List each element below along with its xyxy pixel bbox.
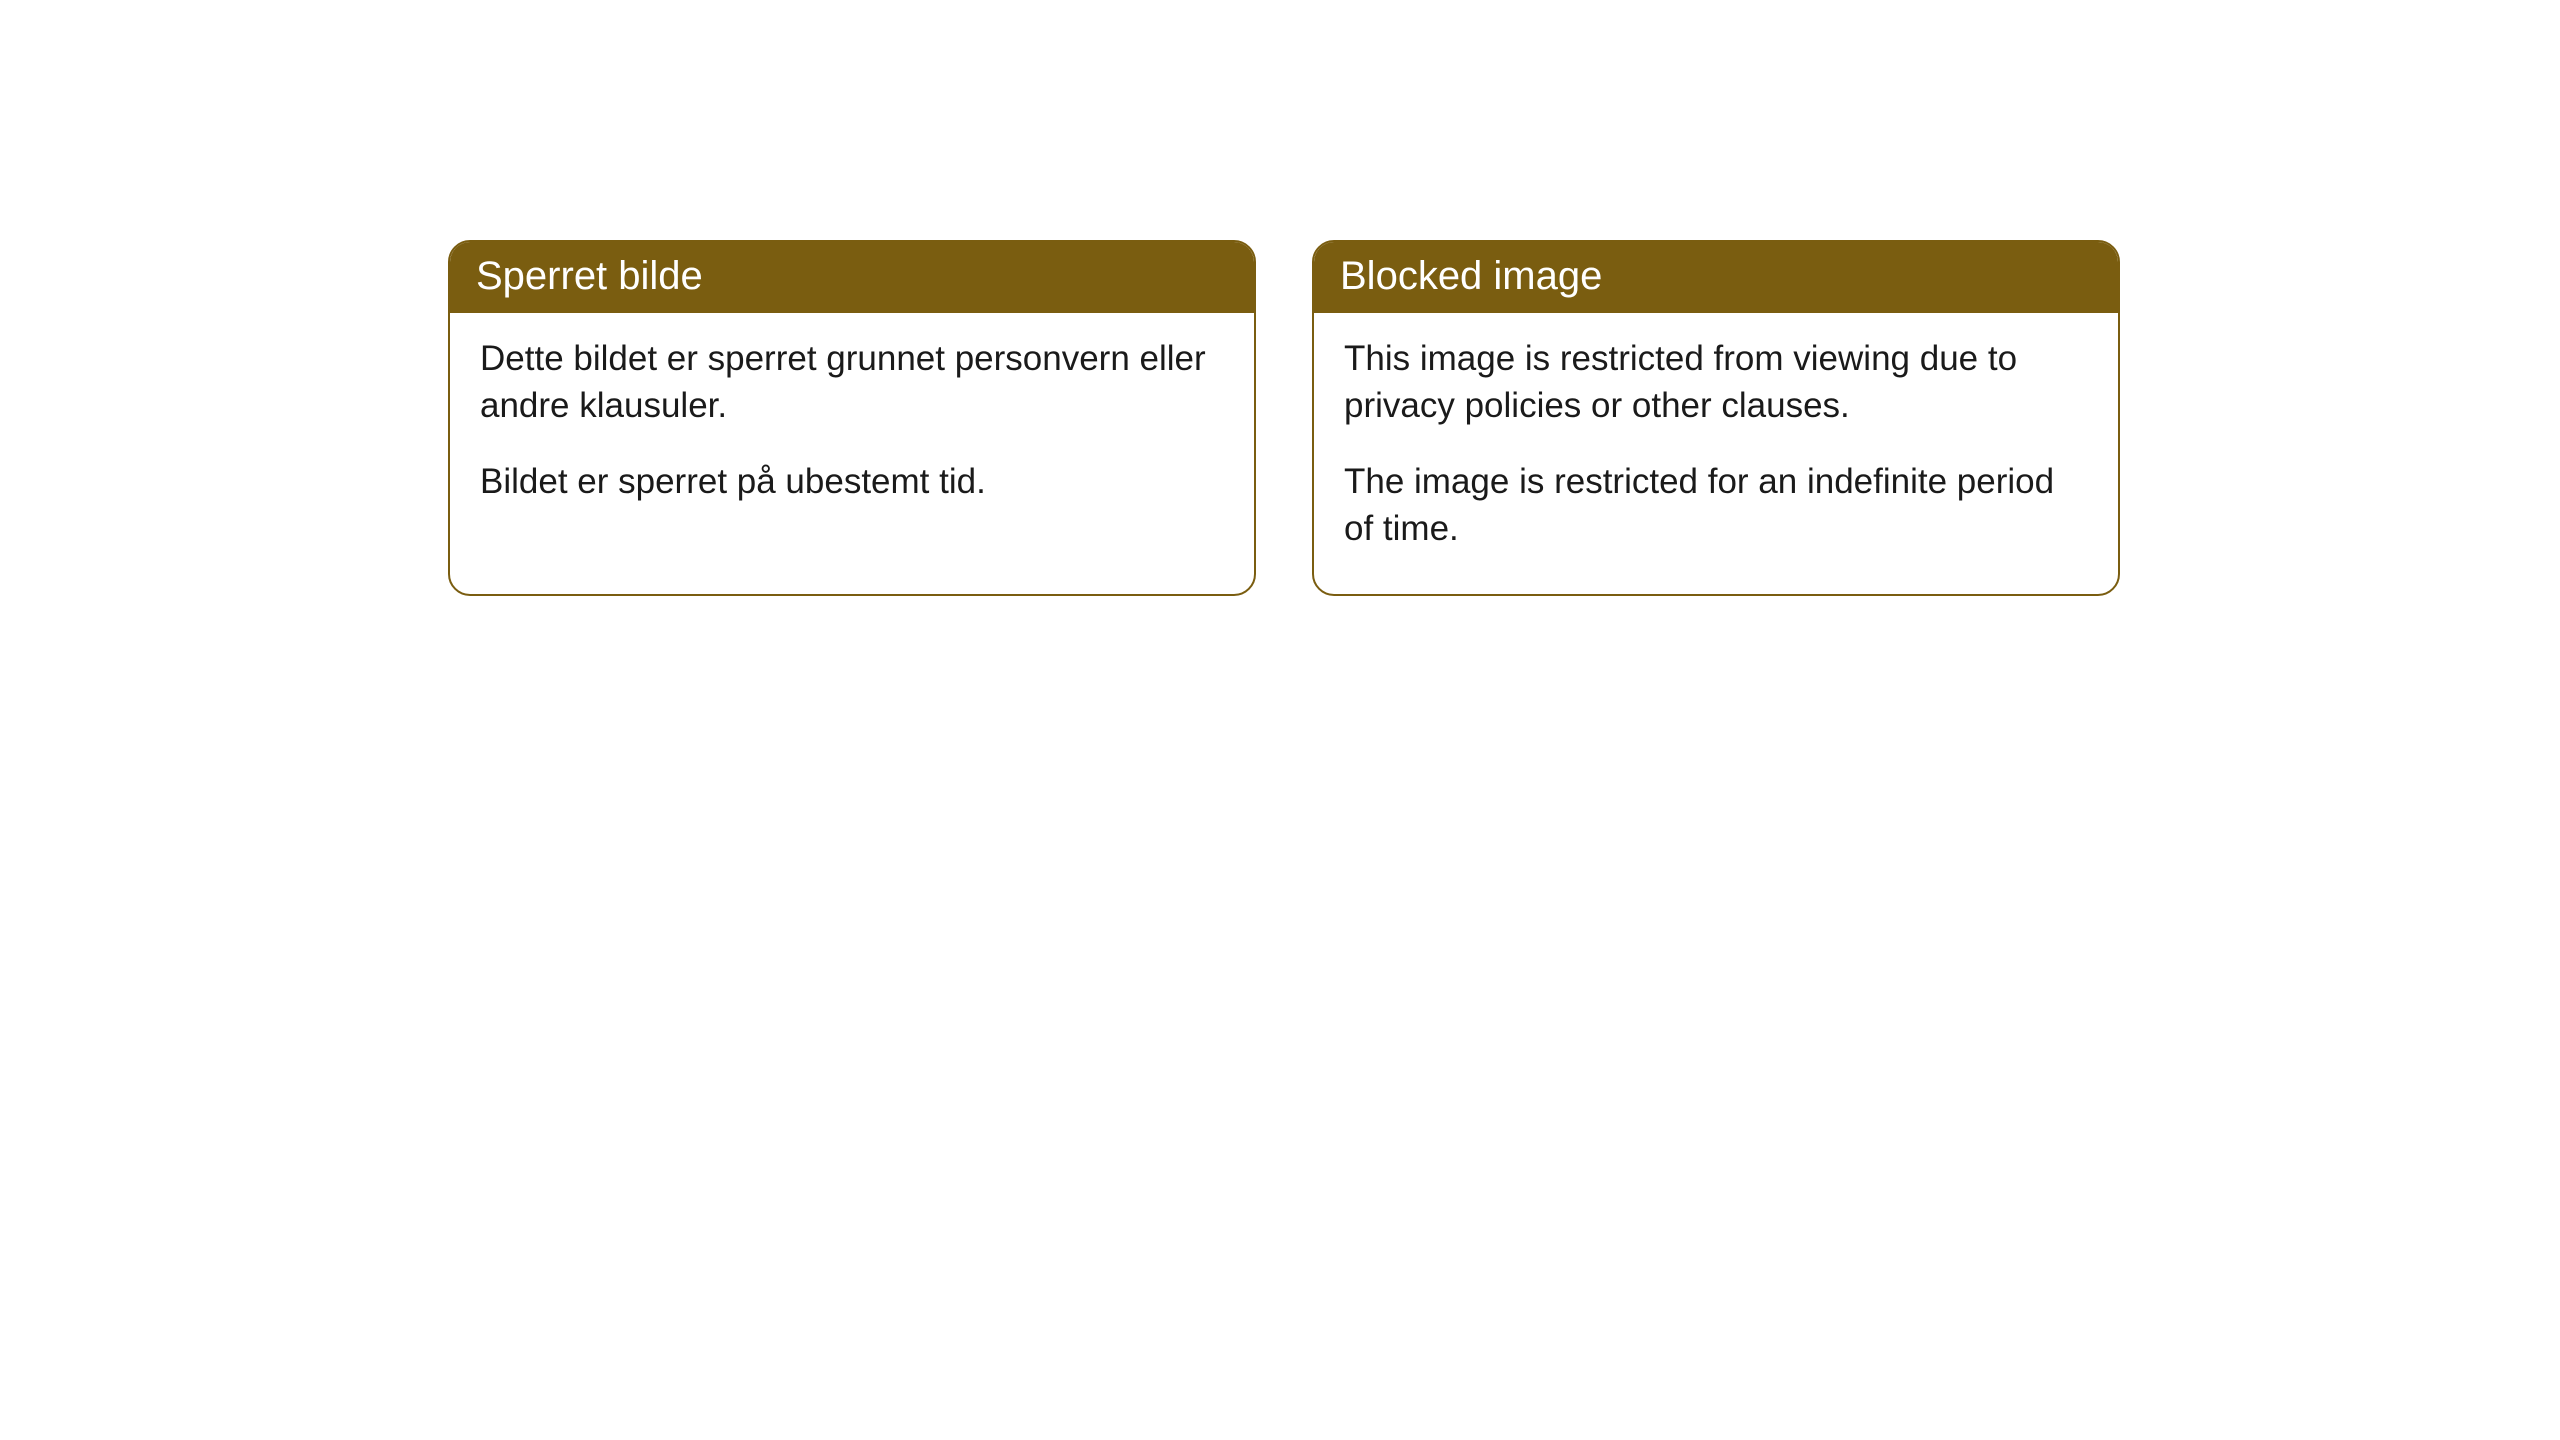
card-header: Blocked image [1314,242,2118,313]
card-paragraph: This image is restricted from viewing du… [1344,335,2088,430]
card-paragraph: The image is restricted for an indefinit… [1344,458,2088,553]
card-paragraph: Bildet er sperret på ubestemt tid. [480,458,1224,505]
card-paragraph: Dette bildet er sperret grunnet personve… [480,335,1224,430]
notice-card-norwegian: Sperret bilde Dette bildet er sperret gr… [448,240,1256,596]
card-title: Blocked image [1340,254,1602,298]
card-header: Sperret bilde [450,242,1254,313]
notice-cards-container: Sperret bilde Dette bildet er sperret gr… [448,240,2120,596]
card-title: Sperret bilde [476,254,703,298]
notice-card-english: Blocked image This image is restricted f… [1312,240,2120,596]
card-body: This image is restricted from viewing du… [1314,313,2118,594]
card-body: Dette bildet er sperret grunnet personve… [450,313,1254,547]
